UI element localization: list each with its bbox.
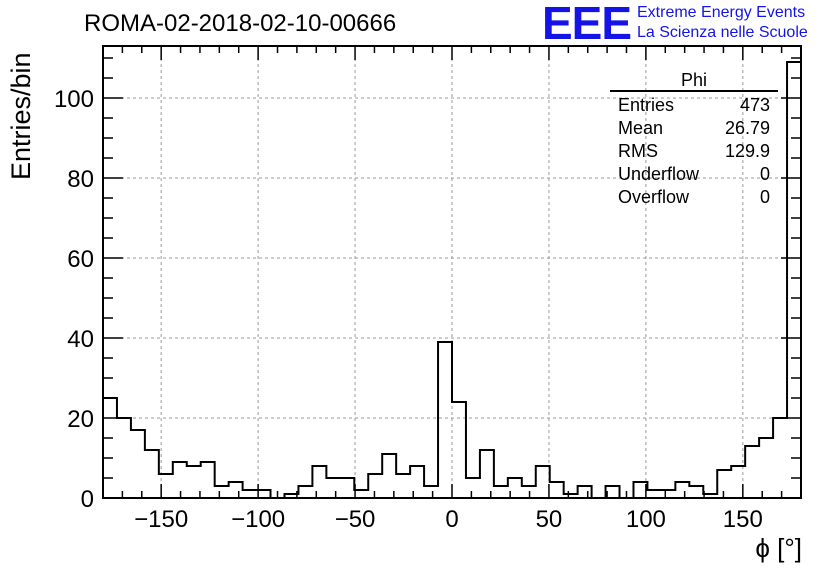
x-tick-label: 150 <box>723 506 763 533</box>
x-tick-label: −150 <box>134 506 188 533</box>
logo-line-1: Extreme Energy Events <box>637 4 806 21</box>
y-axis-label: Entries/bin <box>6 52 36 180</box>
eee-logo: EEE <box>542 0 632 49</box>
y-tick-label: 20 <box>67 406 94 433</box>
stats-row-rms: RMS 129.9 <box>610 140 778 163</box>
logo-caption: Extreme Energy Events La Scienza nelle S… <box>637 3 808 43</box>
stats-row-overflow: Overflow 0 <box>610 186 778 209</box>
x-tick-label: 50 <box>536 506 563 533</box>
y-tick-label: 80 <box>67 166 94 193</box>
x-tick-label: −100 <box>231 506 285 533</box>
stats-title: Phi <box>610 70 778 92</box>
stats-label: RMS <box>618 141 658 161</box>
stats-value: 0 <box>759 164 770 184</box>
y-tick-label: 40 <box>67 326 94 353</box>
logo-line-2: La Scienza nelle Scuole <box>637 24 808 41</box>
y-tick-label: 0 <box>81 486 94 513</box>
stats-value: 129.9 <box>724 141 770 161</box>
x-tick-label: 0 <box>445 506 458 533</box>
stats-value: 26.79 <box>724 118 770 138</box>
stats-row-underflow: Underflow 0 <box>610 163 778 186</box>
stats-label: Entries <box>618 95 675 115</box>
axis-ticks <box>102 46 802 499</box>
histogram-line <box>102 61 802 499</box>
chart-title: ROMA-02-2018-02-10-00666 <box>84 10 397 37</box>
axis-tick-labels: −150 −100 −50 0 50 100 150 0 20 40 60 80 100 <box>54 86 763 533</box>
stats-value: 0 <box>759 187 770 207</box>
stats-label: Mean <box>618 118 664 138</box>
stats-label: Underflow <box>618 164 700 184</box>
stats-row-entries: Entries 473 <box>610 94 778 117</box>
y-tick-label: 60 <box>67 246 94 273</box>
y-tick-label: 100 <box>54 86 94 113</box>
x-tick-label: 100 <box>626 506 666 533</box>
stats-box: Phi Entries 473 Mean 26.79 RMS 129.9 Und… <box>610 70 778 209</box>
stats-value: 473 <box>739 95 770 115</box>
x-axis-label: ϕ [°] <box>755 533 802 563</box>
x-tick-label: −50 <box>335 506 376 533</box>
stats-row-mean: Mean 26.79 <box>610 117 778 140</box>
grid-lines <box>103 46 801 498</box>
stats-label: Overflow <box>618 187 690 207</box>
